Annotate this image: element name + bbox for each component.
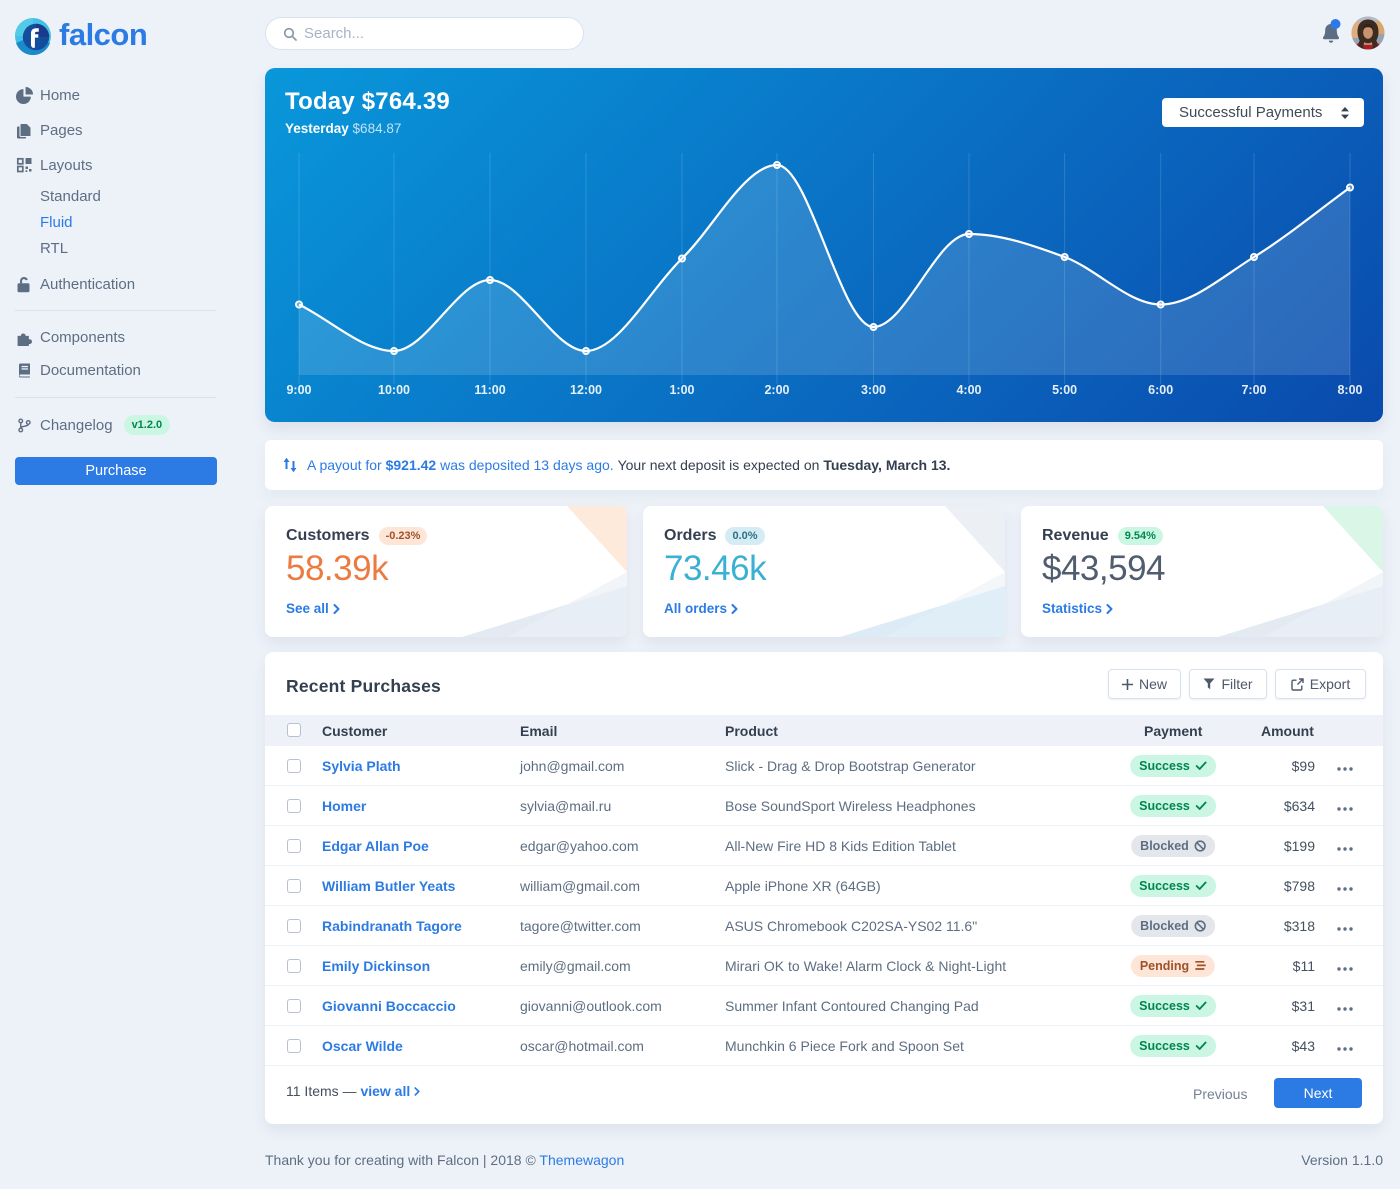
svg-text:10:00: 10:00 [378,383,410,397]
svg-text:8:00: 8:00 [1337,383,1362,397]
svg-text:7:00: 7:00 [1241,383,1266,397]
svg-text:1:00: 1:00 [669,383,694,397]
svg-text:12:00: 12:00 [570,383,602,397]
svg-text:2:00: 2:00 [764,383,789,397]
svg-text:3:00: 3:00 [861,383,886,397]
svg-text:5:00: 5:00 [1052,383,1077,397]
svg-text:6:00: 6:00 [1148,383,1173,397]
svg-text:9:00: 9:00 [286,383,311,397]
svg-text:4:00: 4:00 [956,383,981,397]
svg-text:11:00: 11:00 [474,383,505,397]
